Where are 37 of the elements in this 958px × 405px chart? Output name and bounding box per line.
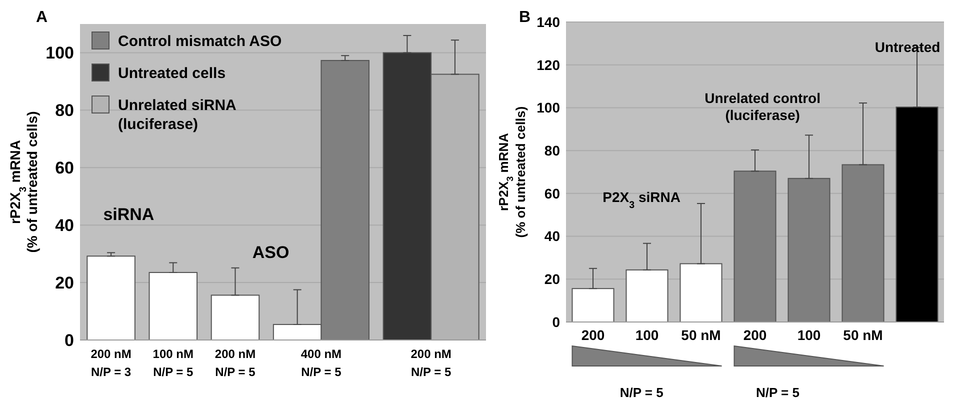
annotation: Unrelated control (luciferase) (704, 90, 821, 123)
y-tick-label: 100 (536, 100, 560, 116)
y-tick-label: 40 (544, 228, 560, 244)
x-tick-label: 400 nM N/P = 5 (300, 347, 342, 379)
y-tick-label: 0 (64, 330, 74, 350)
y-tick-label: 20 (55, 273, 74, 292)
x-tick-label: 200 nM N/P = 5 (410, 347, 452, 379)
text: N/P = 5 (620, 385, 664, 400)
y-tick-label: 20 (544, 271, 560, 288)
x-tick-label: 100 (797, 327, 821, 343)
chart-title: B (519, 9, 531, 26)
y-tick-label: 80 (544, 142, 560, 158)
legend-label: Unrelated siRNA (luciferase) (118, 97, 237, 133)
y-tick-label: 0 (552, 314, 560, 330)
x-tick-label: 200 nM N/P = 3 (90, 347, 132, 379)
annotation: P2X$_{3}$ siRNA (602, 189, 681, 210)
y-tick-label: 40 (55, 216, 74, 236)
x-tick-label: 200 (743, 327, 767, 343)
annotation: siRNA (103, 204, 154, 224)
chart-title: A (36, 9, 48, 26)
y-tick-label: 140 (536, 14, 560, 30)
annotation: Untreated (874, 39, 940, 55)
y-tick-label: 60 (544, 185, 560, 202)
legend-label: Untreated cells (118, 65, 226, 82)
x-tick-label: 100 nM N/P = 5 (152, 347, 194, 379)
y-tick-label: 80 (55, 101, 74, 120)
text: N/P = 5 (756, 385, 800, 400)
x-tick-label: 50 nM (681, 327, 721, 343)
y-tick-label: 100 (46, 44, 74, 63)
x-tick-label: 200 nM N/P = 5 (214, 347, 256, 379)
x-tick-label: 200 (581, 327, 605, 343)
y-tick-label: 120 (536, 56, 560, 73)
x-tick-label: 100 (635, 327, 659, 343)
annotation: ASO (252, 242, 290, 262)
x-tick-label: 50 nM (843, 327, 883, 343)
y-tick-label: 60 (55, 158, 74, 178)
legend-label: Control mismatch ASO (118, 33, 282, 50)
